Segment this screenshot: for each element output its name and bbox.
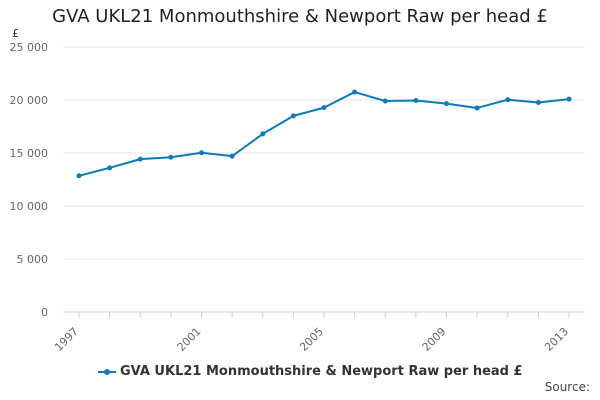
legend-swatch — [98, 367, 116, 377]
x-tick-label: 2001 — [175, 325, 204, 354]
y-axis-unit-label: £ — [12, 27, 19, 40]
data-point — [321, 105, 327, 111]
data-point — [137, 156, 143, 162]
y-tick-label: 20 000 — [10, 94, 49, 107]
x-tick-label: 1997 — [52, 325, 81, 354]
data-point — [535, 100, 541, 106]
source-label: Source: — [544, 380, 590, 394]
data-point — [413, 98, 419, 104]
data-point — [505, 97, 511, 103]
y-tick-label: 5 000 — [17, 253, 49, 266]
data-point — [168, 154, 174, 160]
data-point — [352, 89, 358, 95]
x-tick-label: 2013 — [542, 325, 571, 354]
legend-swatch-marker — [104, 368, 110, 375]
legend[interactable]: GVA UKL21 Monmouthshire & Newport Raw pe… — [98, 364, 523, 379]
data-point — [474, 105, 480, 111]
series-line — [78, 91, 570, 177]
data-point — [229, 153, 235, 159]
data-point — [444, 101, 449, 107]
y-tick-label: 10 000 — [10, 200, 49, 213]
data-point — [382, 98, 388, 104]
data-point — [76, 173, 82, 179]
y-tick-label: 15 000 — [10, 147, 49, 160]
y-tick-label: 0 — [41, 306, 48, 319]
x-tick-label: 2005 — [297, 325, 326, 354]
data-point — [260, 131, 266, 137]
chart-title: GVA UKL21 Monmouthshire & Newport Raw pe… — [52, 6, 548, 27]
data-point — [290, 113, 296, 119]
x-tick-label: 2009 — [420, 325, 449, 354]
legend-label: GVA UKL21 Monmouthshire & Newport Raw pe… — [120, 364, 523, 379]
data-point — [107, 165, 113, 171]
data-point — [199, 150, 204, 156]
y-tick-label: 25 000 — [10, 41, 49, 54]
data-point — [566, 96, 572, 102]
